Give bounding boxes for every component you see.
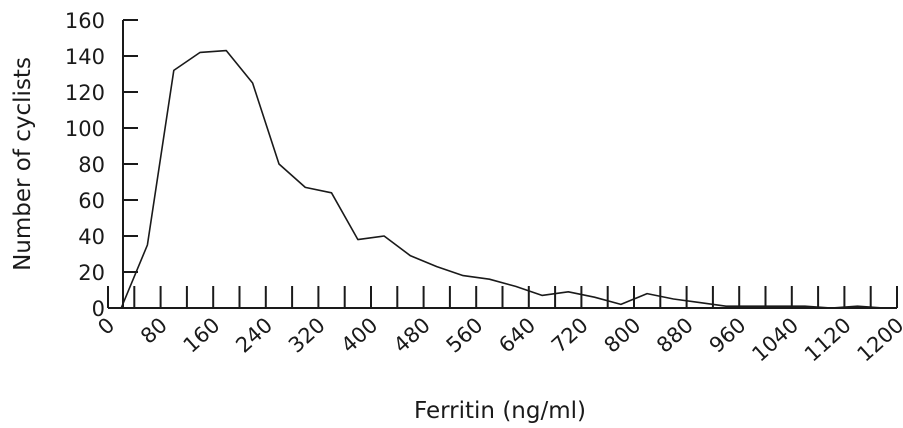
x-tick-label: 1200: [853, 313, 903, 367]
y-tick-label: 0: [92, 297, 105, 321]
y-axis-ticks: 0 20 40 60 80 100 120 140 160: [65, 9, 138, 321]
y-axis-title: Number of cyclists: [10, 57, 36, 271]
y-tick-label: 120: [65, 81, 105, 105]
plot-area: [120, 49, 897, 309]
x-tick-label: 400: [336, 313, 382, 358]
x-tick-label: 720: [547, 313, 593, 358]
y-tick-label: 100: [65, 117, 105, 141]
x-tick-label: 480: [389, 313, 435, 358]
y-axis: 0 20 40 60 80 100 120 140 160: [65, 9, 138, 321]
x-tick-label: 560: [442, 313, 488, 358]
series-line: [120, 49, 897, 309]
x-tick-label: 1040: [747, 313, 803, 367]
x-tick-label: 320: [284, 313, 330, 358]
x-axis: 0 80 160 240 320 400 480 560 640 720 800 880 9601040…: [93, 286, 903, 366]
y-tick-label: 140: [65, 45, 105, 69]
x-tick-label: 80: [136, 313, 172, 349]
y-tick-label: 20: [78, 261, 105, 285]
x-axis-title: Ferritin (ng/ml): [414, 398, 586, 424]
y-tick-label: 60: [78, 189, 105, 213]
x-tick-label: 240: [231, 313, 277, 358]
x-tick-label: 640: [494, 313, 540, 358]
x-tick-label: 880: [652, 313, 698, 358]
x-tick-label: 960: [705, 313, 751, 358]
x-axis-ticks: 0 80 160 240 320 400 480 560 640 720 800 880 9601040…: [93, 286, 903, 366]
x-tick-label: 1120: [800, 313, 856, 367]
y-tick-label: 40: [78, 225, 105, 249]
x-tick-label: 160: [179, 313, 225, 358]
y-tick-label: 80: [78, 153, 105, 177]
x-tick-label: 800: [599, 313, 645, 358]
y-tick-label: 160: [65, 9, 105, 33]
